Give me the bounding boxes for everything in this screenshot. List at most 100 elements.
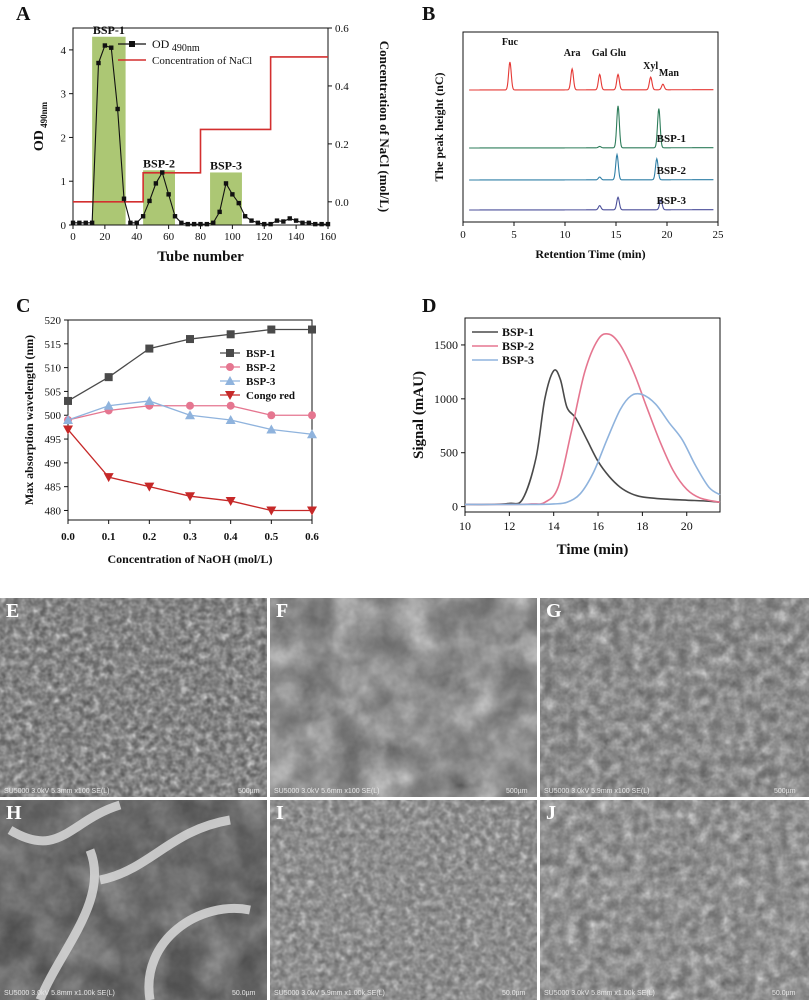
series-line-standard (469, 61, 714, 91)
chart-c-plot-frame (67, 319, 313, 521)
point-bsp-3 (185, 410, 195, 420)
point-bsp-1 (104, 373, 113, 382)
x-tick-label: 160 (320, 231, 337, 243)
od-point (217, 209, 222, 215)
legend-nacl-label: Concentration of NaCl (152, 55, 252, 67)
sem-caption-j: SU5000 3.0kV 5.8mm x1.00k SE(L) (544, 990, 655, 997)
x-tick-label: 20 (99, 231, 111, 243)
y2-axis-label: Concentration of NaCl (mol/L) (377, 41, 392, 213)
od-point (77, 220, 82, 226)
x-axis-label: Retention Time (min) (535, 247, 645, 261)
fraction-label-bsp-2: BSP-2 (143, 156, 175, 170)
x-tick-label: 0.1 (102, 531, 116, 543)
legend-label-bsp-3: BSP-3 (246, 376, 276, 388)
od-point (300, 220, 305, 226)
sem-letter-j: J (546, 802, 556, 824)
y-tick-label: 510 (45, 363, 62, 375)
legend-label-congo-red: Congo red (246, 390, 295, 402)
od-point (262, 221, 267, 227)
y-tick-label: 4 (61, 45, 67, 57)
y-tick-label: 1 (61, 176, 67, 188)
od-point (102, 43, 108, 48)
legend-label-bsp-1: BSP-1 (502, 325, 534, 339)
od-point (160, 170, 165, 175)
x-tick-label: 100 (224, 231, 241, 243)
sem-letter-f: F (276, 600, 288, 622)
point-bsp-3 (307, 429, 317, 439)
point-bsp-1 (145, 344, 154, 353)
point-bsp-2 (226, 401, 235, 410)
sem-scale-i: 50.0µm (502, 990, 526, 997)
od-point (191, 221, 197, 227)
od-point (223, 181, 229, 186)
od-point (70, 220, 76, 226)
od-point (211, 220, 216, 226)
sem-fibers-h (7, 800, 251, 1000)
legend-label-bsp-1: BSP-1 (246, 348, 275, 360)
series-line-bsp-1 (469, 105, 714, 149)
y-tick-label: 520 (45, 315, 62, 327)
sem-image-grid: E SU5000 3.0kV 5.3mm x100 SE(L) 500µm F … (0, 598, 809, 1000)
od-point (249, 218, 254, 223)
point-congo-red (103, 473, 114, 483)
y-tick-label: 500 (440, 446, 458, 460)
x-tick-label: 10 (459, 519, 471, 533)
sem-caption-i: SU5000 3.0kV 5.9mm x1.00k SE(L) (274, 990, 385, 997)
chart-b-plot-frame (462, 31, 719, 223)
od-point (89, 220, 95, 226)
x-tick-label: 0.0 (61, 531, 75, 543)
peak-label-fuc: Fuc (502, 37, 519, 48)
od-point (115, 106, 120, 112)
legend-od-marker (129, 41, 135, 47)
peak-label-gal: Gal (592, 48, 608, 59)
point-bsp-1 (308, 325, 316, 334)
sem-caption-h: SU5000 3.0kV 5.8mm x1.00k SE(L) (4, 990, 115, 997)
od-point (287, 216, 292, 221)
panel-letter-d: D (422, 295, 436, 317)
x-tick-label: 60 (163, 231, 175, 243)
sem-panel-h: H SU5000 3.0kV 5.8mm x1.00k SE(L) 50.0µm (0, 800, 267, 1000)
x-tick-label: 14 (548, 519, 560, 533)
y-tick-label: 505 (45, 386, 62, 398)
sem-scale-f: 500µm (506, 788, 528, 795)
series-line-bsp-3 (469, 196, 714, 211)
legend-label-bsp-2: BSP-2 (246, 362, 276, 374)
legend-od-label: OD 490nm (152, 37, 200, 54)
y-tick-label: 0 (61, 220, 67, 232)
y-tick-label: 480 (45, 505, 62, 517)
sem-letter-g: G (546, 600, 562, 622)
od-point (179, 220, 184, 226)
x-tick-label: 15 (611, 229, 623, 241)
sem-caption-f: SU5000 3.0kV 5.6mm x100 SE(L) (274, 788, 379, 795)
panel-letter-b: B (422, 3, 435, 25)
y-tick-label: 1000 (434, 392, 458, 406)
sem-scale-g: 500µm (774, 788, 796, 795)
fraction-label-bsp-3: BSP-3 (210, 158, 242, 172)
series-line-bsp-3 (464, 392, 721, 506)
od-point (166, 192, 171, 197)
point-congo-red (144, 482, 155, 492)
x-axis-label: Time (min) (557, 542, 629, 558)
fraction-label-bsp-1: BSP-1 (93, 23, 125, 37)
chart-a: BSP-1 BSP-2 BSP-3 0 20 40 60 80 100 120 140 160 0 1 2 3… (32, 23, 392, 265)
peak-label-ara: Ara (564, 48, 581, 59)
x-tick-label: 20 (662, 229, 674, 241)
series-line-bsp-1 (464, 369, 721, 506)
point-bsp-1 (186, 335, 194, 344)
od-point (198, 221, 203, 227)
y2-tick-label: 0.6 (335, 23, 349, 35)
sem-caption-g: SU5000 3.0kV 5.9mm x100 SE(L) (544, 788, 649, 795)
point-bsp-3 (63, 415, 73, 424)
x-tick-label: 140 (288, 231, 305, 243)
series-nacl-line (73, 56, 328, 203)
od-point (274, 218, 280, 223)
y2-tick-label: 0.2 (335, 139, 349, 151)
od-point (281, 219, 286, 224)
y-tick-label: 1500 (434, 338, 458, 352)
point-congo-red (307, 506, 317, 516)
peak-label-xyl: Xyl (643, 61, 658, 72)
chart-d: 10 12 14 16 18 20 0 500 1000 1500 Time (min) Signal… (411, 317, 721, 558)
od-point (242, 214, 248, 219)
od-point (121, 196, 127, 201)
od-point (255, 220, 261, 226)
